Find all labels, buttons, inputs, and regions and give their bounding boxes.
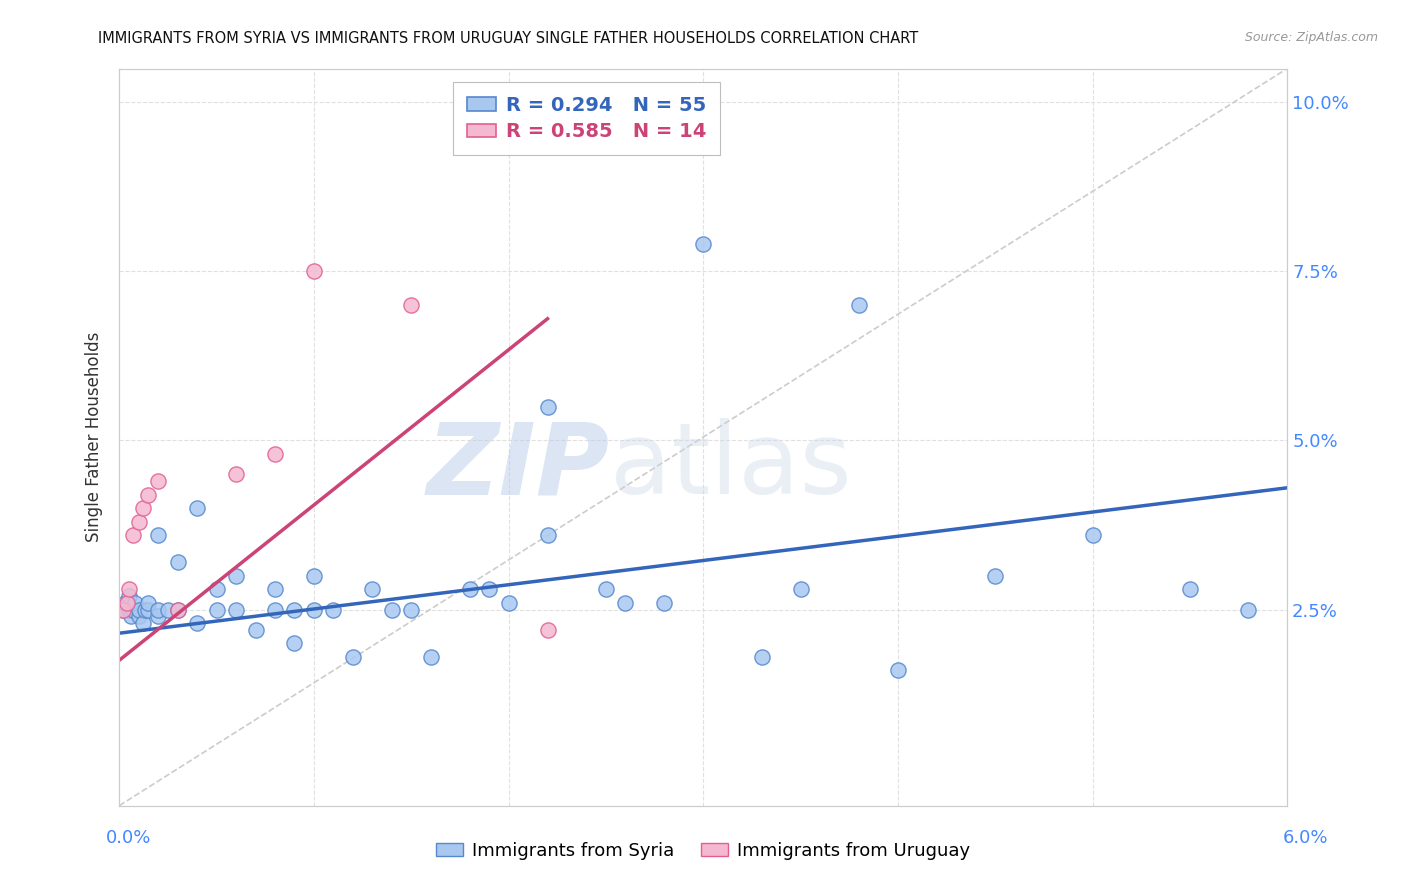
Point [264, 582, 287, 597]
Point [264, 447, 287, 461]
Point [166, 602, 188, 616]
Point [138, 602, 160, 616]
Legend: Immigrants from Syria, Immigrants from Uruguay: Immigrants from Syria, Immigrants from U… [429, 835, 977, 867]
Point [138, 596, 160, 610]
Text: Source: ZipAtlas.com: Source: ZipAtlas.com [1244, 31, 1378, 45]
Point [401, 602, 423, 616]
Point [118, 589, 141, 603]
Y-axis label: Single Father Households: Single Father Households [86, 332, 103, 542]
Point [128, 609, 150, 624]
Point [205, 582, 228, 597]
Point [283, 602, 305, 616]
Point [245, 623, 267, 637]
Point [887, 664, 910, 678]
Text: atlas: atlas [610, 418, 852, 515]
Point [1237, 602, 1260, 616]
Point [120, 609, 142, 624]
Point [138, 487, 160, 501]
Point [458, 582, 481, 597]
Point [1178, 582, 1201, 597]
Legend: R = 0.294   N = 55, R = 0.585   N = 14: R = 0.294 N = 55, R = 0.585 N = 14 [453, 82, 720, 155]
Point [225, 602, 247, 616]
Text: 0.0%: 0.0% [105, 829, 150, 847]
Point [115, 596, 138, 610]
Point [128, 602, 150, 616]
Point [131, 615, 153, 630]
Point [112, 602, 135, 616]
Point [536, 400, 558, 414]
Point [205, 602, 228, 616]
Point [614, 596, 637, 610]
Point [122, 528, 145, 542]
Point [401, 298, 423, 312]
Point [134, 602, 156, 616]
Point [381, 602, 404, 616]
Point [322, 602, 344, 616]
Point [166, 602, 188, 616]
Point [225, 568, 247, 582]
Point [264, 602, 287, 616]
Point [692, 237, 714, 252]
Point [751, 649, 773, 664]
Point [186, 615, 208, 630]
Point [114, 596, 136, 610]
Text: IMMIGRANTS FROM SYRIA VS IMMIGRANTS FROM URUGUAY SINGLE FATHER HOUSEHOLDS CORREL: IMMIGRANTS FROM SYRIA VS IMMIGRANTS FROM… [98, 31, 918, 46]
Text: ZIP: ZIP [427, 418, 610, 515]
Point [302, 568, 325, 582]
Point [131, 501, 153, 516]
Point [148, 528, 170, 542]
Point [166, 555, 188, 569]
Point [128, 515, 150, 529]
Point [302, 264, 325, 278]
Point [148, 474, 170, 488]
Point [186, 501, 208, 516]
Point [283, 636, 305, 650]
Point [1081, 528, 1104, 542]
Point [498, 596, 520, 610]
Point [118, 582, 141, 597]
Point [112, 602, 135, 616]
Text: 6.0%: 6.0% [1284, 829, 1329, 847]
Point [652, 596, 675, 610]
Point [984, 568, 1007, 582]
Point [595, 582, 617, 597]
Point [124, 596, 146, 610]
Point [302, 602, 325, 616]
Point [789, 582, 811, 597]
Point [225, 467, 247, 482]
Point [148, 609, 170, 624]
Point [419, 649, 441, 664]
Point [342, 649, 364, 664]
Point [156, 602, 179, 616]
Point [361, 582, 384, 597]
Point [118, 602, 141, 616]
Point [536, 528, 558, 542]
Point [148, 602, 170, 616]
Point [122, 602, 145, 616]
Point [536, 623, 558, 637]
Point [848, 298, 870, 312]
Point [478, 582, 501, 597]
